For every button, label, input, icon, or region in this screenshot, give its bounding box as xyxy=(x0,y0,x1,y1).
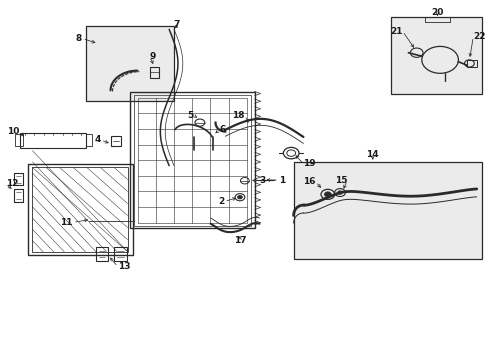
Bar xyxy=(111,136,122,146)
Text: 12: 12 xyxy=(5,179,18,188)
Text: 13: 13 xyxy=(118,262,130,271)
Bar xyxy=(134,95,251,226)
Text: 7: 7 xyxy=(173,19,180,28)
Bar xyxy=(20,133,86,148)
Text: 16: 16 xyxy=(303,177,316,186)
Text: 17: 17 xyxy=(234,237,246,246)
Text: 14: 14 xyxy=(367,150,379,159)
Circle shape xyxy=(338,191,343,194)
Text: 22: 22 xyxy=(473,32,486,41)
Text: 11: 11 xyxy=(60,218,73,227)
Bar xyxy=(149,67,159,78)
Text: 15: 15 xyxy=(335,176,347,185)
Text: 9: 9 xyxy=(149,52,156,61)
Text: 6: 6 xyxy=(220,125,226,134)
Bar xyxy=(115,247,127,261)
Text: 18: 18 xyxy=(232,111,245,120)
Text: 20: 20 xyxy=(432,8,444,17)
Bar xyxy=(96,247,108,261)
Text: 10: 10 xyxy=(7,127,19,136)
Bar xyxy=(86,134,92,146)
Circle shape xyxy=(324,192,331,197)
Text: 8: 8 xyxy=(76,34,82,43)
Text: 5: 5 xyxy=(187,111,194,120)
Bar xyxy=(130,92,255,228)
Bar xyxy=(467,60,477,67)
Bar xyxy=(392,17,482,94)
Text: 2: 2 xyxy=(218,197,224,206)
Bar xyxy=(86,26,174,101)
Bar xyxy=(15,134,23,146)
Text: 3: 3 xyxy=(260,176,266,185)
Text: 21: 21 xyxy=(390,27,402,36)
Bar xyxy=(27,164,132,255)
Text: 4: 4 xyxy=(95,135,101,144)
Text: 19: 19 xyxy=(303,159,316,168)
Bar xyxy=(294,162,482,259)
Bar xyxy=(32,167,127,252)
Circle shape xyxy=(238,195,243,199)
Text: 1: 1 xyxy=(279,176,285,185)
